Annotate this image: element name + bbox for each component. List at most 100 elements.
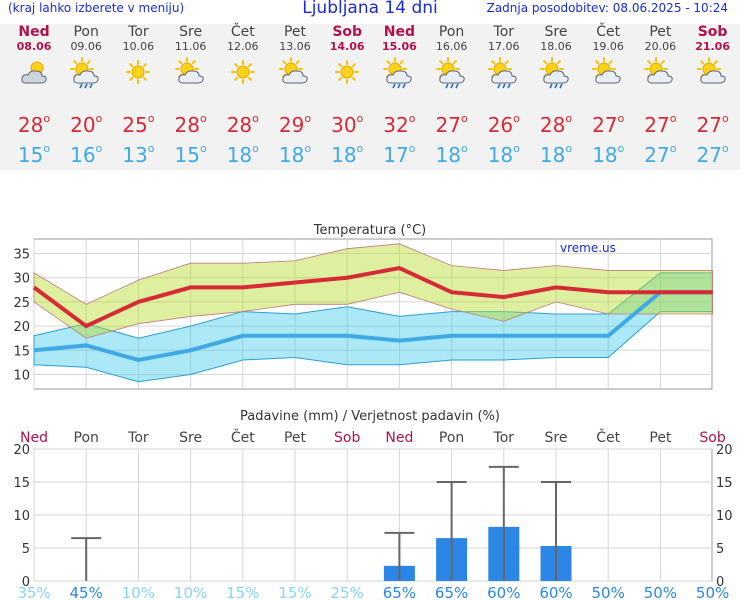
- min-temp: 27o: [634, 142, 686, 167]
- precip-probability: 15%: [278, 584, 311, 600]
- min-temp: 13o: [112, 142, 164, 167]
- degree-mark: o: [356, 142, 364, 155]
- daily-forecast-strip: Ned 08.06 28o 15o Pon 09.06 20o 16o Tor 10.06 25o 1…: [0, 24, 740, 170]
- last-update: Zadnja posodobitev: 08.06.2025 - 10:24: [486, 1, 728, 15]
- min-temp: 15o: [8, 142, 60, 167]
- day-name: Čet: [596, 24, 621, 40]
- max-temp-value: 27: [644, 113, 670, 137]
- max-temp-value: 29: [278, 113, 305, 137]
- max-temp-value: 27: [592, 113, 618, 137]
- min-temp-value: 18: [435, 143, 461, 167]
- day-column: Tor 17.06: [478, 24, 530, 89]
- max-temp: 29o: [269, 112, 321, 137]
- precip-probability: 10%: [174, 584, 207, 600]
- sun-icon: [230, 60, 255, 84]
- precip-day-label: Pon: [74, 430, 99, 446]
- max-temp-value: 26: [487, 113, 514, 137]
- degree-mark: o: [304, 112, 312, 125]
- precip-day-label: Sob: [334, 430, 360, 446]
- precip-day-label: Pet: [284, 430, 307, 446]
- degree-mark: o: [43, 112, 51, 125]
- min-temp-value: 16: [70, 143, 96, 167]
- min-temp-value: 18: [226, 143, 253, 167]
- temperature-y-tick: 15: [13, 344, 30, 359]
- day-date: 10.06: [122, 40, 155, 53]
- degree-mark: o: [356, 112, 364, 125]
- min-temp-value: 27: [644, 143, 670, 167]
- top-bar: (kraj lahko izberete v meniju) Ljubljana…: [0, 0, 740, 20]
- precip-probability: 45%: [70, 584, 103, 600]
- day-date: 20.06: [644, 40, 677, 53]
- day-column: Sob 21.06: [687, 24, 739, 89]
- sun-icon: [335, 60, 360, 84]
- degree-mark: o: [252, 142, 259, 155]
- max-temp: 27o: [687, 112, 739, 137]
- precip-probability: 60%: [539, 584, 572, 600]
- day-date: 21.06: [695, 40, 730, 53]
- precip-day-label: Tor: [493, 430, 515, 446]
- precip-day-label: Čet: [596, 428, 620, 446]
- degree-mark: o: [721, 112, 729, 125]
- sun-cloud-icon: [644, 57, 674, 84]
- sun-cloud-icon: [592, 57, 621, 84]
- max-temp-value: 28: [174, 113, 200, 137]
- degree-mark: o: [565, 112, 573, 125]
- day-column: Pon 09.06: [60, 24, 112, 89]
- sun-cloud-rain-icon: [383, 57, 413, 89]
- precip-y-tick-left: 15: [13, 476, 30, 491]
- max-temp: 28o: [165, 112, 217, 137]
- min-temp: 18o: [582, 142, 634, 167]
- min-temp-value: 18: [539, 143, 566, 167]
- min-temp: 27o: [687, 142, 739, 167]
- precip-probability: 65%: [435, 584, 468, 600]
- min-temp-value: 13: [122, 143, 148, 167]
- day-name: Ned: [383, 24, 415, 40]
- min-temp-value: 18: [487, 143, 514, 167]
- degree-mark: o: [721, 142, 729, 155]
- min-temp-value: 17: [383, 143, 409, 167]
- day-date: 17.06: [488, 40, 520, 53]
- day-date: 14.06: [329, 40, 365, 53]
- max-temp-value: 20: [70, 113, 96, 137]
- max-temp: 27o: [582, 112, 634, 137]
- day-column: Pon 16.06: [426, 24, 478, 89]
- day-date: 15.06: [381, 40, 417, 53]
- day-name: Pet: [649, 24, 672, 40]
- max-temp-line: [32, 265, 713, 329]
- day-column: Ned 15.06: [373, 24, 425, 89]
- precip-y-tick-right: 15: [716, 476, 733, 491]
- day-column: Tor 10.06: [112, 24, 164, 89]
- temperature-grid: [33, 239, 714, 389]
- precip-max-whisker: [488, 465, 519, 581]
- degree-mark: o: [513, 112, 520, 125]
- day-name: Sob: [697, 24, 728, 40]
- menu-hint[interactable]: (kraj lahko izberete v meniju): [8, 1, 185, 15]
- day-date: 09.06: [70, 40, 102, 53]
- precip-probability: 50%: [696, 584, 729, 600]
- max-temp-value: 32: [383, 113, 409, 137]
- day-column: Pet 20.06: [634, 24, 686, 89]
- min-temp: 18o: [478, 142, 530, 167]
- precipitation-chart-title: Padavine (mm) / Verjetnost padavin (%): [240, 409, 500, 424]
- precip-y-tick-left: 10: [13, 509, 30, 524]
- precip-day-label: Pet: [649, 430, 672, 446]
- degree-mark: o: [408, 142, 416, 155]
- day-column: Sre 18.06: [530, 24, 582, 89]
- precip-day-label: Tor: [127, 430, 149, 446]
- min-temp: 18o: [217, 142, 269, 167]
- precip-day-label: Sre: [545, 430, 568, 446]
- day-name: Sob: [332, 24, 363, 40]
- cloud-sun-icon: [21, 61, 47, 84]
- sun-icon: [126, 60, 151, 84]
- max-temp: 27o: [634, 112, 686, 137]
- precip-y-tick-right: 10: [716, 509, 733, 524]
- max-temp: 30o: [321, 112, 373, 137]
- day-name: Tor: [128, 24, 149, 40]
- degree-mark: o: [95, 142, 103, 155]
- degree-mark: o: [252, 112, 259, 125]
- precip-probability: 65%: [383, 584, 416, 600]
- day-date: 19.06: [592, 40, 624, 53]
- max-temp: 27o: [426, 112, 478, 137]
- watermark-link[interactable]: vreme.us: [560, 241, 616, 255]
- day-column: Sre 11.06: [165, 24, 217, 89]
